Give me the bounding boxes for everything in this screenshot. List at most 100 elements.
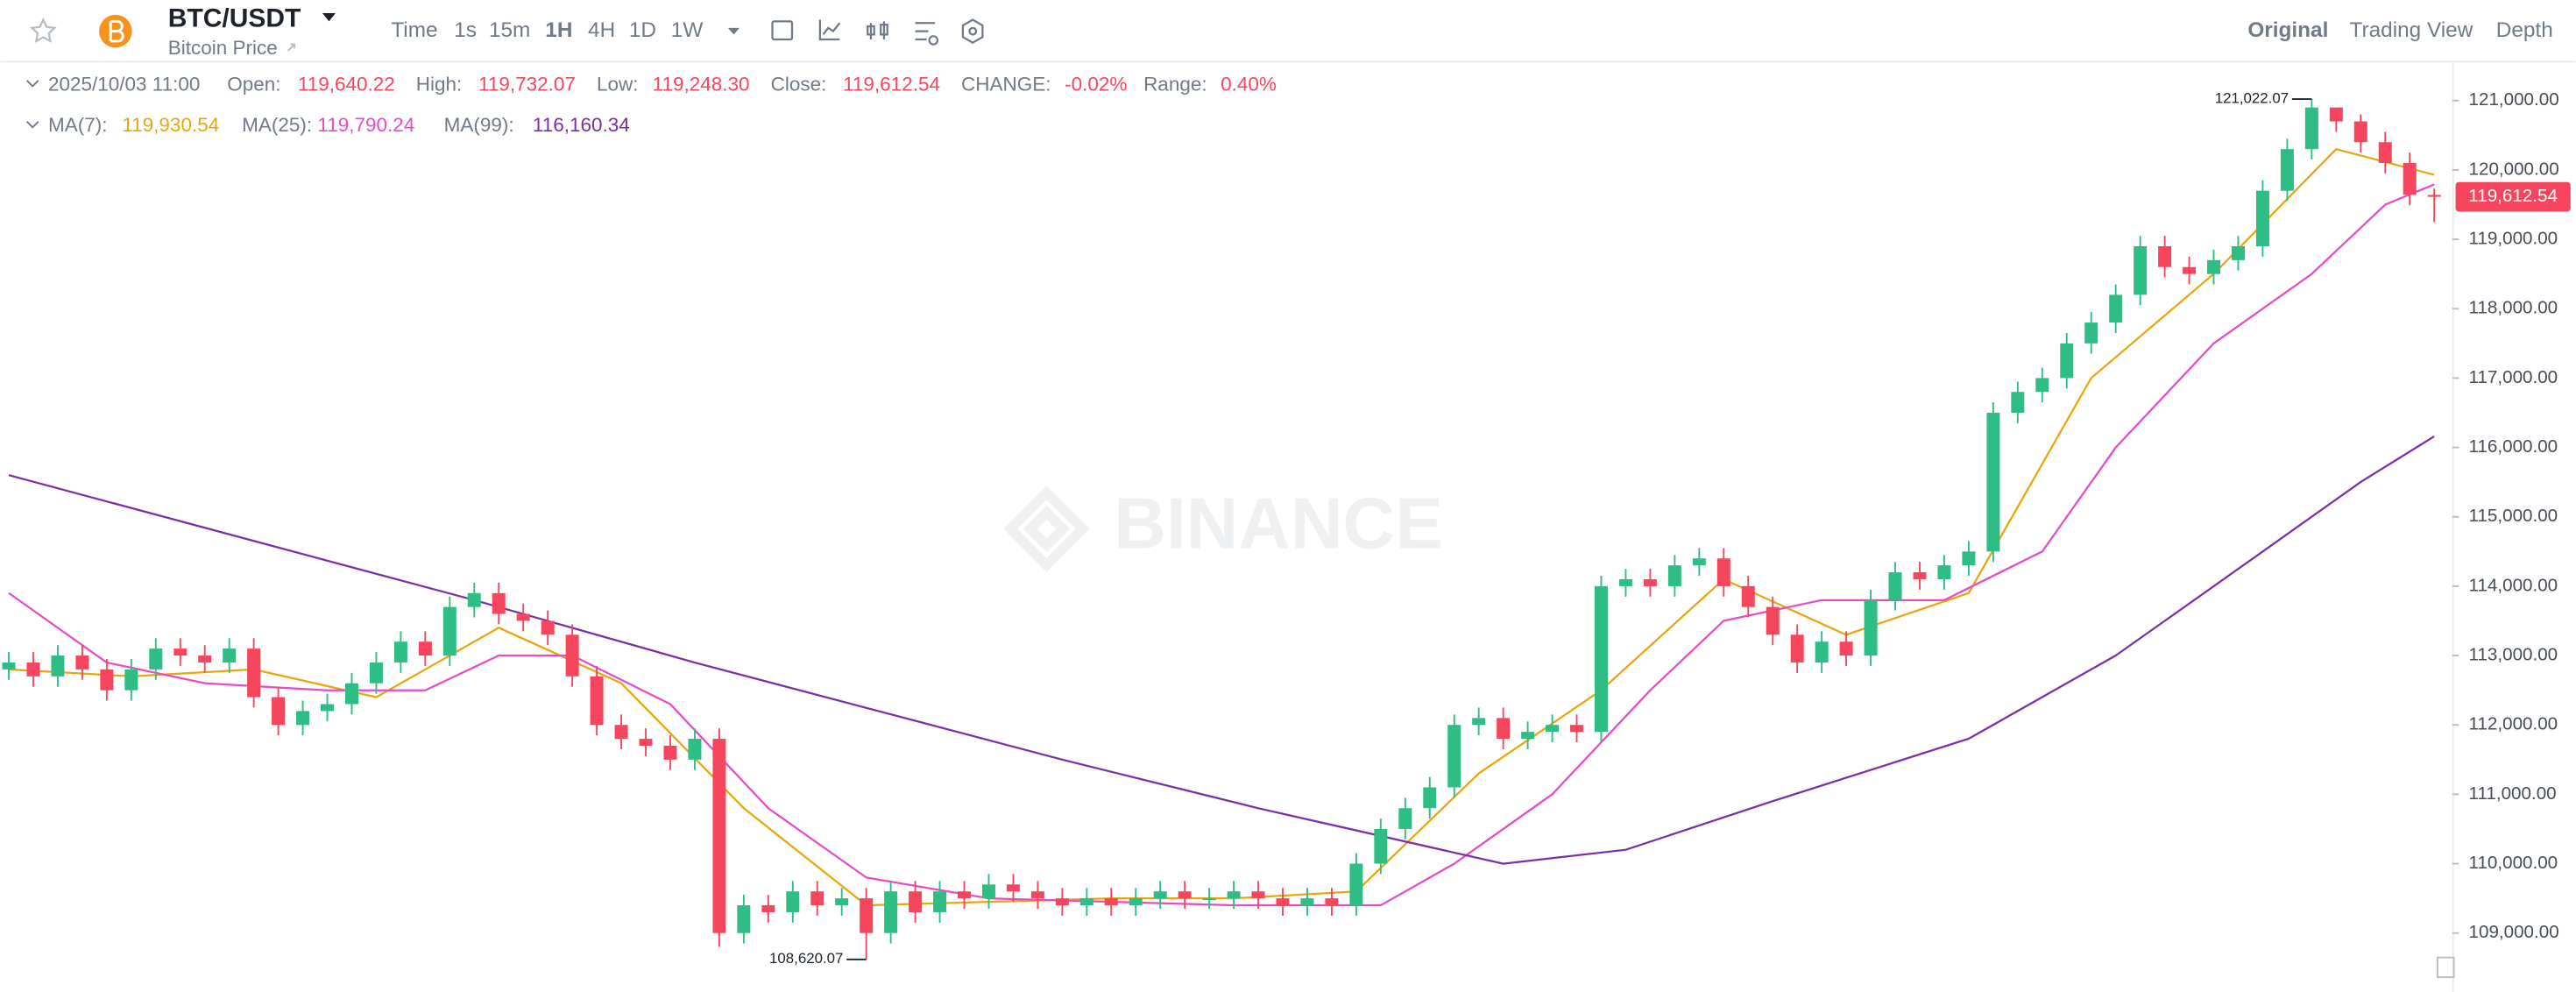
candle-body [2109,294,2123,323]
candle-body [1178,891,1192,899]
candle-body [1667,565,1681,586]
info-value: 0.40% [1221,73,1277,95]
candle-body [860,898,874,933]
view-tab[interactable]: Depth [2496,18,2553,42]
low-label: 108,620.07 [769,950,843,967]
y-tick-label: 121,000.00 [2469,89,2559,110]
candle-body [344,683,358,705]
candle-body [1030,891,1044,899]
indicator-icon[interactable] [818,19,841,41]
y-tick-label: 120,000.00 [2469,159,2559,179]
candle-body [2329,107,2343,122]
candle-body [958,891,972,899]
legend-name: MA(99): [444,114,514,136]
y-tick-label: 119,000.00 [2469,229,2558,249]
candle-body [2011,392,2025,413]
candle-body [688,739,702,760]
interval-tab[interactable]: 1H [545,18,572,42]
candle-body [835,898,849,906]
candle-body [393,641,407,663]
settings-icon[interactable] [961,18,984,45]
candle-body [1251,891,1265,899]
ma-line [8,436,2435,865]
candle-body [2035,378,2049,393]
info-label: Range: [1143,73,1207,95]
candle-body [1937,565,1951,579]
interval-tab[interactable]: 15m [489,18,530,42]
watermark: BINANCE [1003,483,1443,572]
candle-body [761,905,775,912]
candle-body [321,704,335,712]
interval-tab[interactable]: Time [391,18,437,42]
candle-body [1864,599,1878,656]
y-tick-label: 117,000.00 [2469,367,2558,387]
candle-body [2183,266,2197,274]
candle-body [1055,898,1069,906]
interval-tab[interactable]: 1W [671,18,704,42]
price-tag-bg [2455,181,2571,212]
interval-tab[interactable]: 1s [454,18,477,42]
view-tab[interactable]: Original [2247,18,2328,42]
candle-body [933,891,947,912]
settings-list-icon[interactable] [915,22,939,46]
interval-tab[interactable]: 1D [629,18,656,42]
candle-body [516,613,530,621]
candle-time: 2025/10/03 11:00 [48,73,200,95]
candle-body [1888,572,1902,600]
candle-body [2084,322,2098,344]
favorite-star[interactable] [29,17,57,43]
candle-body [124,669,138,691]
candle-body [1766,606,1780,635]
candle-body [1546,725,1560,733]
candle-body [2378,142,2392,164]
more-intervals[interactable] [727,27,740,35]
candle-body [1962,551,1976,566]
candle-body [1374,828,1388,864]
chart-type-icon[interactable] [867,21,888,39]
collapse-chevrons[interactable] [25,80,39,129]
pair-subtitle[interactable]: Bitcoin Price [168,37,278,59]
candle-body [1104,898,1118,906]
candle-body [75,655,89,670]
candle-body [884,891,898,933]
y-tick-label: 113,000.00 [2469,644,2558,664]
info-label: Low: [597,73,639,95]
info-value: 119,640.22 [298,73,395,95]
pair-title[interactable]: BTC/USDT [168,4,301,32]
interval-tab[interactable]: 4H [588,18,615,42]
candle-body [26,662,40,677]
candle-body [467,592,481,607]
candle-body [1986,412,2000,552]
info-value: 119,248.30 [653,73,750,95]
info-value: 119,732.07 [478,73,576,95]
pair-dropdown[interactable] [322,12,336,22]
y-tick-label: 118,000.00 [2469,298,2558,318]
candle-body [1153,891,1167,899]
candle-body [1497,718,1511,740]
candle-body [810,891,824,906]
candle-body [1202,898,1216,901]
candle-body [590,676,604,726]
candle-body [1325,898,1339,906]
info-value: -0.02% [1065,73,1127,95]
y-tick-label: 116,000.00 [2469,436,2558,457]
candle-body [1300,898,1314,906]
candle-body [2207,259,2221,274]
watermark-text: BINANCE [1114,483,1443,563]
corner-icon[interactable] [2436,956,2455,979]
candle-body [1349,863,1363,906]
view-tab[interactable]: Trading View [2350,18,2473,42]
candle-body [1692,558,1706,566]
calendar-icon[interactable] [771,20,794,41]
candle-body [2353,121,2367,143]
candle-body [1741,585,1755,607]
candle-body [712,739,726,933]
candle-body [1570,725,1584,733]
candle-body [614,725,628,740]
candle-body [247,648,261,698]
candle-body [1129,898,1143,906]
candle-body [1839,641,1853,656]
coin-glyph [109,19,124,43]
candle-body [1447,725,1461,788]
